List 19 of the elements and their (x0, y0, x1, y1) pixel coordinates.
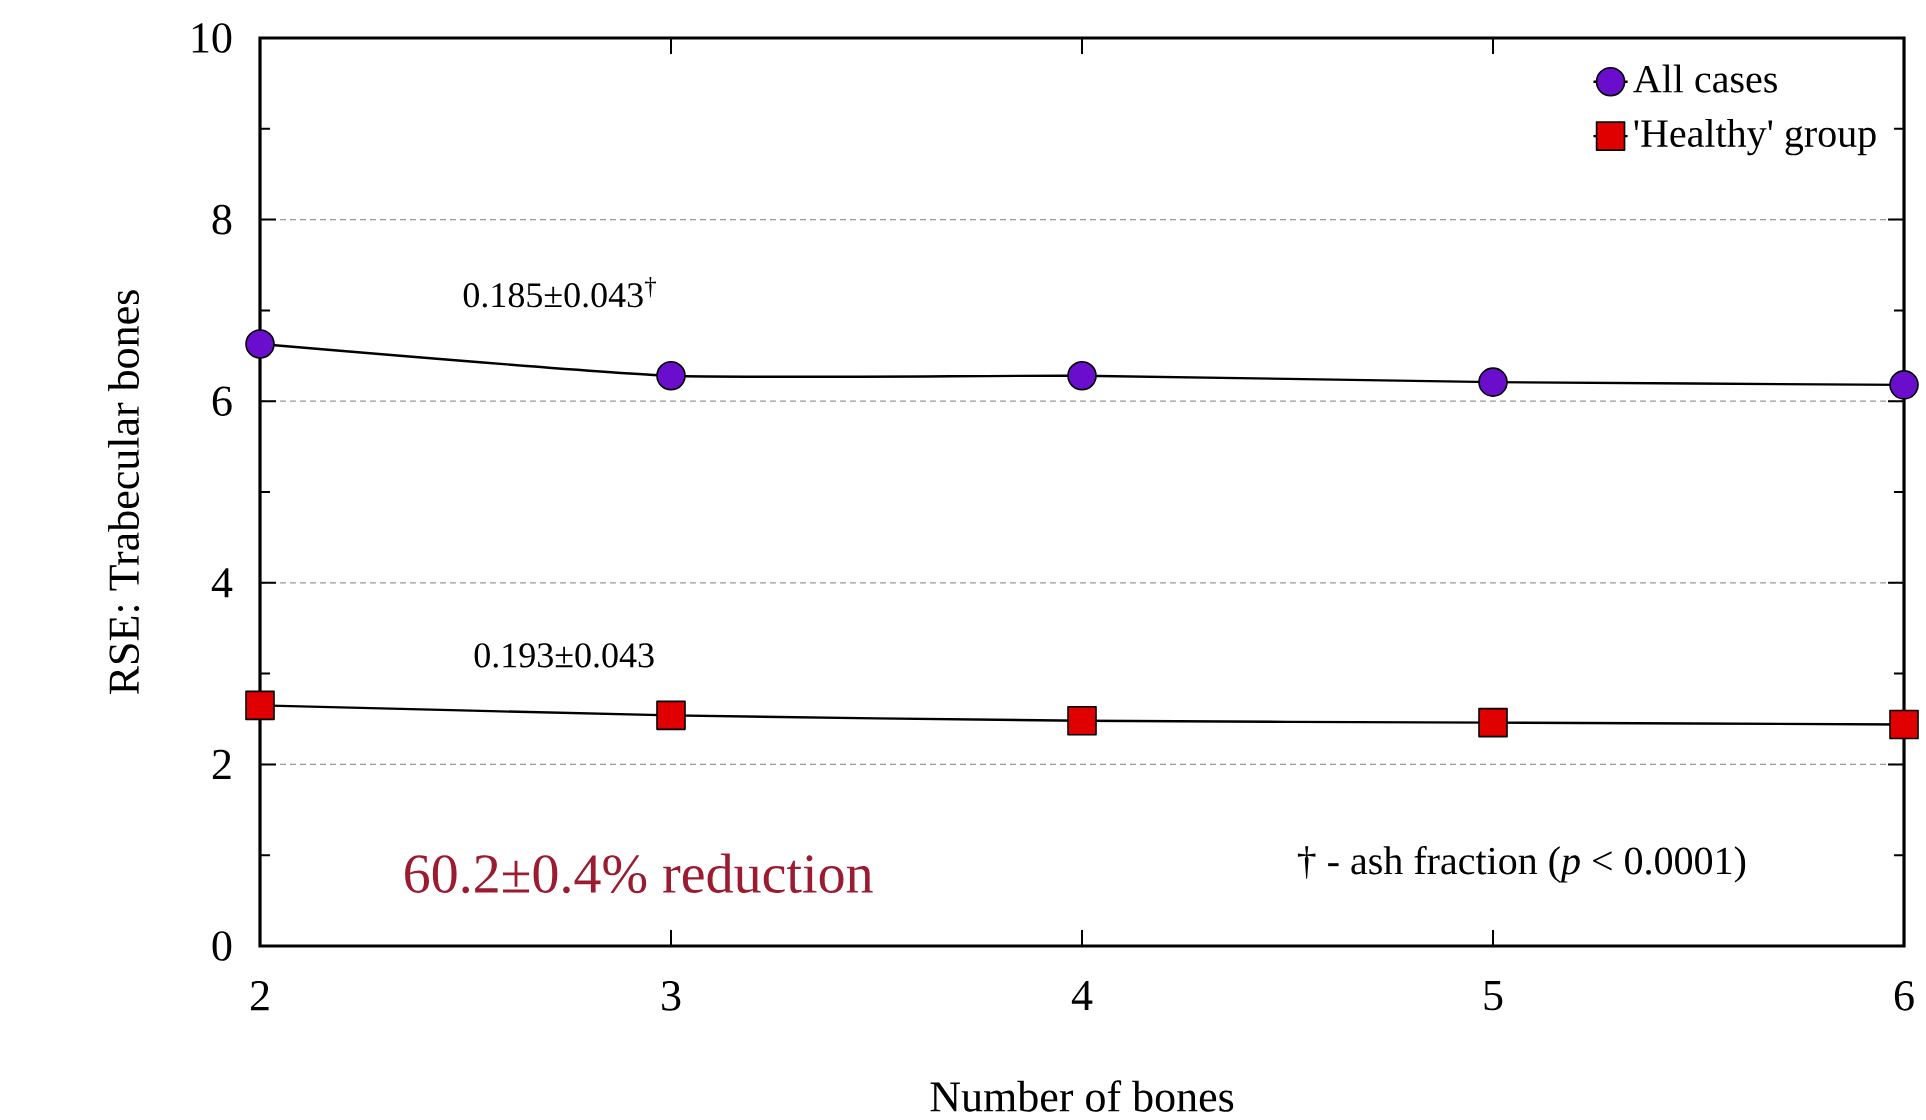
legend-label: All cases (1633, 64, 1777, 93)
x-tick-label: 3 (662, 981, 681, 1011)
x-axis-title: Number of bones (930, 1080, 1234, 1112)
annotation: 0.185±0.043$^{†}$ (463, 276, 656, 308)
annotation: † - ash fraction (p < 0.0001) (1297, 845, 1746, 883)
y-tick-label: 10 (192, 23, 232, 53)
legend-label: 'Healthy' group (1634, 118, 1876, 156)
annotation: 60.2±0.4% reduction (405, 853, 873, 894)
y-tick-label: 6 (212, 386, 232, 416)
x-tick-label: 6 (1894, 981, 1914, 1011)
y-tick-label: 4 (211, 568, 233, 598)
y-axis-title: RSE: Trabecular bones (108, 290, 140, 695)
x-tick-label: 2 (250, 981, 269, 1011)
y-tick-label: 8 (212, 204, 232, 235)
annotation: 0.193±0.043 (474, 643, 654, 668)
x-tick-label: 5 (1484, 981, 1503, 1011)
x-tick-label: 4 (1071, 981, 1093, 1011)
y-tick-label: 2 (212, 749, 231, 779)
y-tick-label: 0 (212, 931, 232, 961)
